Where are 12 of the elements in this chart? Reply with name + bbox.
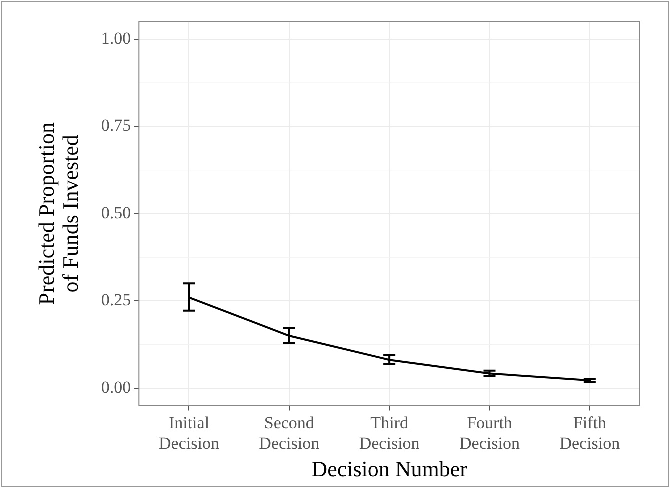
y-tick-label: 0.00 [101,378,132,397]
y-tick-label: 1.00 [101,28,132,48]
y-tick-label: 0.50 [101,203,132,222]
y-tick-label: 0.75 [101,116,132,136]
y-tick-label: 0.25 [101,290,132,310]
x-tick-label: Fourth Decision [460,413,520,453]
x-tick-label: Initial Decision [159,413,220,453]
x-tick-label: Fifth Decision [560,413,621,453]
x-tick-label: Second Decision [259,413,320,453]
x-axis-title: Decision Number [312,456,468,482]
y-axis-title: Predicted Proportion of Funds Invested [34,122,84,306]
x-tick-label: Third Decision [359,413,420,453]
